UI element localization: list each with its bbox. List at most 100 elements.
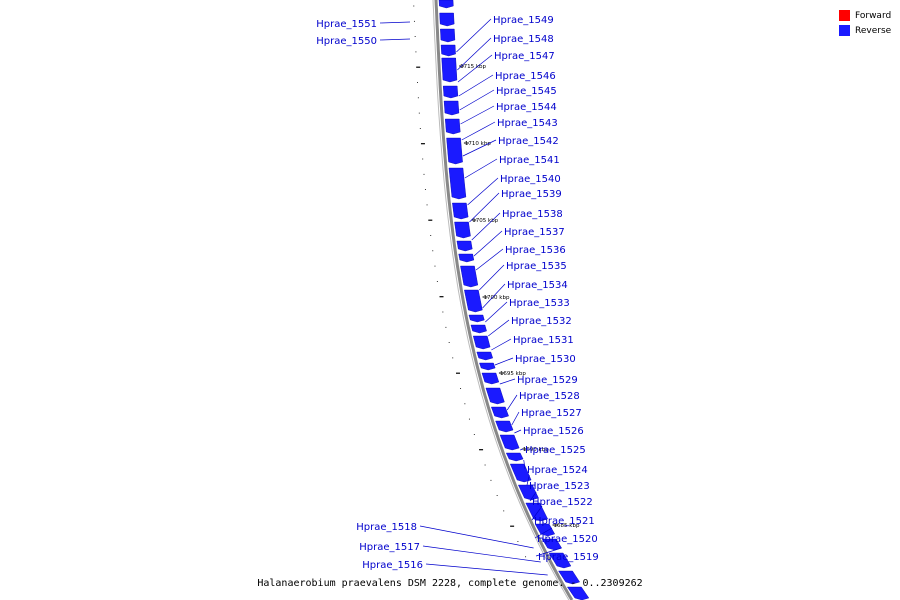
gene-leader <box>379 21 411 24</box>
gene-label[interactable]: Hprae_1525 <box>525 445 586 456</box>
forward-swatch <box>839 10 850 21</box>
gene-label[interactable]: Hprae_1528 <box>519 391 580 402</box>
reverse-swatch <box>839 25 850 36</box>
gene-label[interactable]: Hprae_1547 <box>494 51 555 62</box>
gene-label[interactable]: Hprae_1539 <box>501 189 562 200</box>
gene-block[interactable] <box>458 253 475 263</box>
gene-block[interactable] <box>476 351 493 361</box>
gene-block[interactable] <box>456 240 473 252</box>
gene-leader <box>529 491 537 502</box>
gene-block[interactable] <box>479 362 496 371</box>
gene-leader <box>482 283 506 309</box>
gene-label[interactable]: Hprae_1516 <box>362 560 423 571</box>
gene-leader <box>488 319 510 337</box>
gene-label[interactable]: Hprae_1521 <box>534 516 595 527</box>
gene-label[interactable]: Hprae_1537 <box>504 227 565 238</box>
gene-label[interactable]: Hprae_1541 <box>499 155 560 166</box>
gene-block[interactable] <box>442 85 459 99</box>
gene-block[interactable] <box>468 314 485 323</box>
gene-label[interactable]: Hprae_1544 <box>496 102 557 113</box>
gene-label[interactable]: Hprae_1527 <box>521 408 582 419</box>
gene-label[interactable]: Hprae_1532 <box>511 316 572 327</box>
kbp-tick-label: 1690 kbp <box>523 447 549 453</box>
gene-leader <box>520 448 524 451</box>
gene-label[interactable]: Hprae_1538 <box>502 209 563 220</box>
gene-block[interactable] <box>441 57 458 83</box>
gene-block[interactable] <box>534 523 556 537</box>
gene-block[interactable] <box>525 502 549 522</box>
gene-leader <box>425 563 548 576</box>
gene-block[interactable] <box>438 0 454 9</box>
gene-block[interactable] <box>464 289 483 313</box>
gene-leader <box>462 139 497 157</box>
gene-label[interactable]: Hprae_1523 <box>529 481 590 492</box>
gene-label[interactable]: Hprae_1518 <box>356 522 417 533</box>
gene-block[interactable] <box>440 28 456 43</box>
gene-block[interactable] <box>443 100 460 116</box>
gene-label[interactable]: Hprae_1517 <box>359 542 420 553</box>
gene-leader <box>422 545 541 563</box>
gene-label[interactable]: Hprae_1526 <box>523 426 584 437</box>
gene-block[interactable] <box>460 265 479 288</box>
legend-forward-label: Forward <box>855 10 892 21</box>
gene-block[interactable] <box>446 137 463 165</box>
gene-label[interactable]: Hprae_1542 <box>498 136 559 147</box>
gene-block[interactable] <box>485 387 505 405</box>
gene-block[interactable] <box>495 420 514 433</box>
gene-label[interactable]: Hprae_1534 <box>507 280 568 291</box>
gene-label[interactable]: Hprae_1530 <box>515 354 576 365</box>
gene-block[interactable] <box>499 434 520 451</box>
gene-label[interactable]: Hprae_1551 <box>316 19 377 30</box>
gene-leader <box>491 338 512 351</box>
gene-label[interactable]: Hprae_1533 <box>509 298 570 309</box>
gene-block[interactable] <box>566 586 590 600</box>
gene-leader <box>379 38 411 41</box>
gene-block[interactable] <box>491 406 509 419</box>
legend-forward: Forward <box>839 8 891 23</box>
gene-block[interactable] <box>472 335 491 350</box>
gene-block[interactable] <box>470 324 487 334</box>
gene-block[interactable] <box>440 44 456 57</box>
kbp-tick-label: 1685 kbp <box>554 523 580 529</box>
gene-label[interactable]: Hprae_1519 <box>538 552 599 563</box>
gene-leader <box>514 429 522 434</box>
gene-leader <box>459 89 495 111</box>
gene-label[interactable]: Hprae_1536 <box>505 245 566 256</box>
gene-label[interactable]: Hprae_1522 <box>532 497 593 508</box>
gene-block[interactable] <box>439 12 455 27</box>
kbp-tick-label: 1705 kbp <box>472 218 498 224</box>
gene-label[interactable]: Hprae_1531 <box>513 335 574 346</box>
gene-block[interactable] <box>548 552 572 569</box>
gene-label[interactable]: Hprae_1535 <box>506 261 567 272</box>
gene-label[interactable]: Hprae_1543 <box>497 118 558 129</box>
gene-block[interactable] <box>452 202 469 220</box>
genome-caption: Halanaerobium praevalens DSM 2228, compl… <box>257 578 643 589</box>
kbp-tick-label: 1710 kbp <box>465 141 491 147</box>
gene-leader <box>473 230 503 257</box>
gene-block[interactable] <box>448 167 467 200</box>
gene-layer <box>438 0 590 600</box>
gene-leader <box>458 74 494 97</box>
gene-leader <box>457 37 492 71</box>
gene-label[interactable]: Hprae_1550 <box>316 36 377 47</box>
gene-block[interactable] <box>454 221 471 239</box>
gene-leader <box>457 54 493 83</box>
gene-label[interactable]: Hprae_1520 <box>537 534 598 545</box>
gene-label[interactable]: Hprae_1549 <box>493 15 554 26</box>
gene-block[interactable] <box>505 452 524 462</box>
gene-label[interactable]: Hprae_1546 <box>495 71 556 82</box>
gene-label[interactable]: Hprae_1529 <box>517 375 578 386</box>
gene-label[interactable]: Hprae_1545 <box>496 86 557 97</box>
gene-label[interactable]: Hprae_1548 <box>493 34 554 45</box>
gene-leader <box>461 121 496 141</box>
gene-block[interactable] <box>481 372 500 385</box>
gene-leader <box>475 248 504 271</box>
kbp-tick-label: 1695 kbp <box>500 371 526 377</box>
gene-block[interactable] <box>558 570 580 585</box>
gene-leader <box>479 264 505 291</box>
gene-label[interactable]: Hprae_1524 <box>527 465 588 476</box>
gene-label[interactable]: Hprae_1540 <box>500 174 561 185</box>
gene-leader <box>419 525 534 549</box>
gene-block[interactable] <box>444 118 461 135</box>
